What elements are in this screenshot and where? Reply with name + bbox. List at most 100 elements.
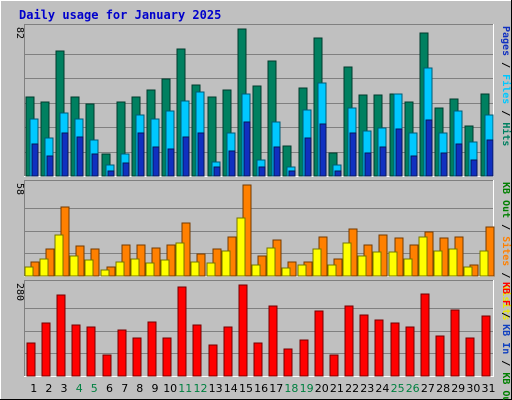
bar-kbytes bbox=[299, 339, 309, 377]
bar-visits bbox=[175, 242, 185, 277]
bar-visits bbox=[130, 258, 140, 277]
bar-visits bbox=[236, 217, 246, 277]
x-tick-label: 22 bbox=[345, 382, 359, 395]
bar-visits bbox=[145, 262, 155, 277]
bar-pages bbox=[107, 170, 115, 177]
bar-visits bbox=[54, 234, 64, 277]
side-legend-part: / bbox=[500, 306, 511, 324]
bar-sites bbox=[151, 247, 161, 277]
y-max-label: 82 bbox=[14, 27, 25, 39]
y-max-label: 280 bbox=[14, 283, 25, 301]
bar-pages bbox=[440, 152, 448, 177]
side-legend-part: / bbox=[500, 104, 511, 122]
x-tick-label: 18 bbox=[284, 382, 298, 395]
bar-visits bbox=[39, 258, 49, 277]
bar-pages bbox=[122, 162, 130, 177]
bar-kbytes bbox=[420, 293, 430, 377]
x-axis-ticks: 1 2 3 4 5 6 7 8 9 10 11 12 13 14 15 16 17 18 19 20 21 22 23 24 2… bbox=[30, 382, 495, 395]
bar-pages bbox=[76, 136, 84, 177]
bar-sites bbox=[121, 244, 131, 277]
bar-visits bbox=[433, 250, 443, 277]
bar-pages bbox=[379, 146, 387, 177]
bar-kbytes bbox=[177, 286, 187, 377]
bar-pages bbox=[258, 166, 266, 177]
bar-pages bbox=[486, 139, 494, 177]
bar-kbytes bbox=[41, 322, 51, 377]
bar-visits bbox=[266, 247, 276, 277]
bar-pages bbox=[273, 146, 281, 177]
side-legend-part: / bbox=[500, 266, 511, 284]
bar-kbytes bbox=[405, 326, 415, 377]
bar-pages bbox=[213, 166, 221, 177]
bar-visits bbox=[281, 267, 291, 277]
series-kbytes bbox=[26, 284, 491, 377]
bar-visits bbox=[84, 259, 94, 277]
bar-visits bbox=[388, 251, 398, 277]
y-max-label: 58 bbox=[14, 183, 25, 195]
bar-pages bbox=[61, 132, 69, 177]
side-legend-part: Hits bbox=[500, 122, 512, 146]
bar-visits bbox=[160, 259, 170, 277]
series-pages bbox=[31, 119, 494, 177]
bar-visits bbox=[115, 261, 125, 277]
x-tick-label: 30 bbox=[466, 382, 480, 395]
bar-kbytes bbox=[435, 335, 445, 377]
bar-kbytes bbox=[223, 326, 233, 377]
side-legend-part: KB Out bbox=[500, 182, 511, 218]
bar-visits bbox=[297, 264, 307, 277]
side-legend-part: KB F bbox=[500, 282, 511, 306]
x-tick-label: 28 bbox=[436, 382, 450, 395]
x-tick-label: 20 bbox=[315, 382, 329, 395]
x-tick-label: 21 bbox=[330, 382, 344, 395]
bar-pages bbox=[91, 153, 99, 177]
bar-kbytes bbox=[374, 319, 384, 377]
x-tick-label: 16 bbox=[254, 382, 268, 395]
x-tick-label: 13 bbox=[209, 382, 223, 395]
bar-pages bbox=[334, 170, 342, 177]
bar-pages bbox=[182, 136, 190, 177]
x-tick-label: 15 bbox=[239, 382, 253, 395]
x-tick-label: 31 bbox=[482, 382, 496, 395]
bar-pages bbox=[470, 159, 478, 177]
x-tick-label: 1 bbox=[30, 382, 37, 395]
x-tick-label: 8 bbox=[136, 382, 143, 395]
x-tick-label: 4 bbox=[76, 382, 83, 395]
side-legend-part: KB Out bbox=[500, 372, 511, 400]
bar-pages bbox=[228, 150, 236, 177]
bar-kbytes bbox=[465, 337, 475, 377]
bar-visits bbox=[479, 250, 489, 277]
x-tick-label: 2 bbox=[45, 382, 52, 395]
x-tick-label: 25 bbox=[391, 382, 405, 395]
side-legend: KB Out / Sites / Visits bbox=[500, 182, 512, 320]
bar-kbytes bbox=[390, 322, 400, 377]
bar-kbytes bbox=[481, 315, 491, 377]
bar-pages bbox=[137, 132, 145, 177]
bar-kbytes bbox=[253, 342, 263, 377]
bar-pages bbox=[395, 128, 403, 177]
bar-kbytes bbox=[71, 324, 81, 377]
bar-kbytes bbox=[147, 321, 157, 377]
x-tick-label: 11 bbox=[178, 382, 192, 395]
bar-pages bbox=[152, 146, 160, 177]
x-tick-label: 14 bbox=[224, 382, 238, 395]
bar-pages bbox=[288, 170, 296, 177]
bar-pages bbox=[410, 155, 418, 177]
bar-kbytes bbox=[314, 310, 324, 377]
bar-visits bbox=[327, 264, 337, 277]
x-tick-label: 7 bbox=[121, 382, 128, 395]
bar-visits bbox=[190, 261, 200, 277]
bar-pages bbox=[304, 137, 312, 177]
x-tick-label: 26 bbox=[406, 382, 420, 395]
bar-kbytes bbox=[208, 344, 218, 377]
bar-pages bbox=[167, 148, 175, 177]
bar-visits bbox=[357, 255, 367, 277]
side-legend-part: Files bbox=[500, 74, 512, 104]
bar-pages bbox=[319, 123, 327, 177]
bar-visits bbox=[251, 264, 261, 277]
bar-kbytes bbox=[283, 348, 293, 377]
bar-visits bbox=[418, 236, 428, 277]
side-legend-part: Visits bbox=[500, 284, 512, 320]
x-tick-label: 5 bbox=[91, 382, 98, 395]
